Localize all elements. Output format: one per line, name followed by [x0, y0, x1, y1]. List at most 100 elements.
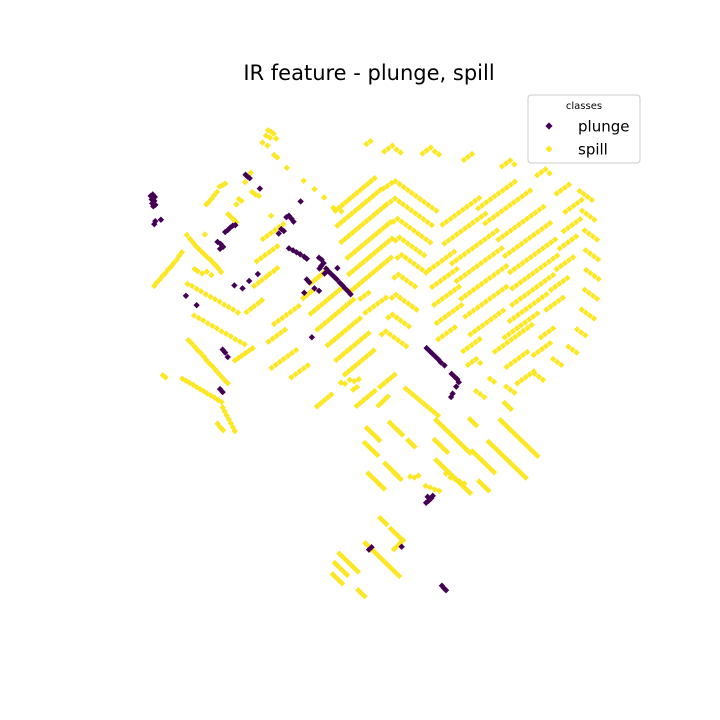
point-spill: [549, 255, 557, 262]
legend-items: plunge spill: [545, 118, 629, 159]
point-spill: [320, 194, 328, 201]
point-spill: [553, 358, 561, 366]
point-spill: [373, 209, 381, 216]
point-spill: [534, 452, 541, 460]
point-spill: [526, 371, 533, 378]
point-spill: [386, 331, 394, 338]
point-spill: [271, 226, 279, 234]
point-spill: [486, 216, 493, 224]
point-spill: [320, 397, 328, 404]
point-spill: [449, 307, 457, 315]
point-spill: [487, 316, 495, 323]
point-spill: [346, 195, 353, 203]
point-spill: [214, 420, 221, 427]
point-spill: [542, 342, 550, 350]
point-spill: [486, 254, 493, 261]
point-spill: [461, 480, 468, 487]
point-spill: [565, 181, 573, 188]
point-spill: [511, 224, 519, 231]
point-spill: [518, 193, 526, 200]
point-spill: [506, 202, 513, 209]
point-spill: [490, 292, 498, 299]
point-spill: [451, 212, 458, 219]
point-spill: [357, 186, 364, 194]
point-spill: [502, 160, 510, 167]
point-spill: [559, 294, 566, 301]
point-spill: [198, 288, 205, 295]
point-spill: [490, 251, 497, 258]
point-spill: [300, 295, 307, 302]
point-plunge: [157, 216, 165, 223]
point-spill: [458, 301, 465, 309]
point-spill: [534, 172, 541, 179]
point-spill: [515, 262, 522, 270]
point-spill: [281, 326, 289, 334]
point-spill: [358, 242, 366, 250]
point-spill: [217, 268, 225, 276]
point-spill: [208, 195, 215, 203]
point-spill: [422, 236, 430, 243]
point-spill: [420, 400, 427, 407]
point-spill: [490, 214, 497, 221]
point-spill: [542, 166, 549, 173]
point-spill: [478, 259, 485, 267]
point-spill: [270, 267, 277, 275]
point-spill: [553, 190, 560, 197]
point-spill: [486, 295, 494, 302]
point-spill: [490, 378, 498, 385]
point-spill: [273, 332, 280, 339]
point-spill: [275, 317, 282, 325]
point-spill: [530, 313, 537, 320]
point-spill: [511, 357, 519, 365]
point-spill: [535, 373, 543, 380]
point-spill: [333, 356, 340, 364]
point-spill: [267, 229, 275, 237]
point-spill: [387, 525, 395, 533]
point-spill: [589, 233, 597, 240]
series-spill: [151, 127, 602, 600]
point-spill: [564, 224, 572, 232]
point-spill: [489, 230, 497, 237]
point-spill: [420, 198, 428, 206]
point-spill: [262, 273, 270, 281]
point-spill: [164, 266, 172, 273]
point-spill: [515, 354, 523, 362]
point-spill: [529, 286, 536, 294]
point-spill: [365, 289, 372, 297]
point-spill: [377, 186, 384, 194]
point-spill: [335, 333, 342, 340]
point-spill: [481, 236, 488, 243]
point-spill: [511, 178, 519, 185]
point-plunge: [316, 265, 323, 272]
point-spill: [209, 363, 216, 370]
point-spill: [482, 219, 489, 227]
point-spill: [522, 305, 530, 313]
point-spill: [449, 234, 456, 241]
point-spill: [420, 215, 427, 223]
point-spill: [573, 326, 581, 333]
point-spill: [547, 303, 554, 310]
point-spill: [539, 245, 547, 252]
point-spill: [540, 203, 547, 211]
point-spill: [510, 462, 517, 469]
point-spill: [349, 296, 357, 303]
point-spill: [507, 360, 514, 368]
point-spill: [216, 298, 223, 305]
point-plunge: [334, 264, 341, 272]
point-plunge: [398, 543, 405, 550]
point-spill: [199, 270, 206, 277]
point-spill: [182, 377, 190, 384]
point-spill: [593, 236, 601, 243]
point-spill: [404, 186, 411, 194]
point-spill: [372, 230, 380, 238]
point-spill: [352, 284, 359, 291]
point-spill: [300, 365, 307, 372]
point-spill: [382, 294, 390, 301]
point-spill: [411, 443, 418, 450]
point-spill: [588, 196, 596, 204]
point-spill: [344, 213, 352, 220]
point-spill: [342, 302, 350, 309]
point-spill: [495, 236, 502, 243]
point-spill: [314, 326, 321, 333]
point-spill: [449, 268, 456, 276]
